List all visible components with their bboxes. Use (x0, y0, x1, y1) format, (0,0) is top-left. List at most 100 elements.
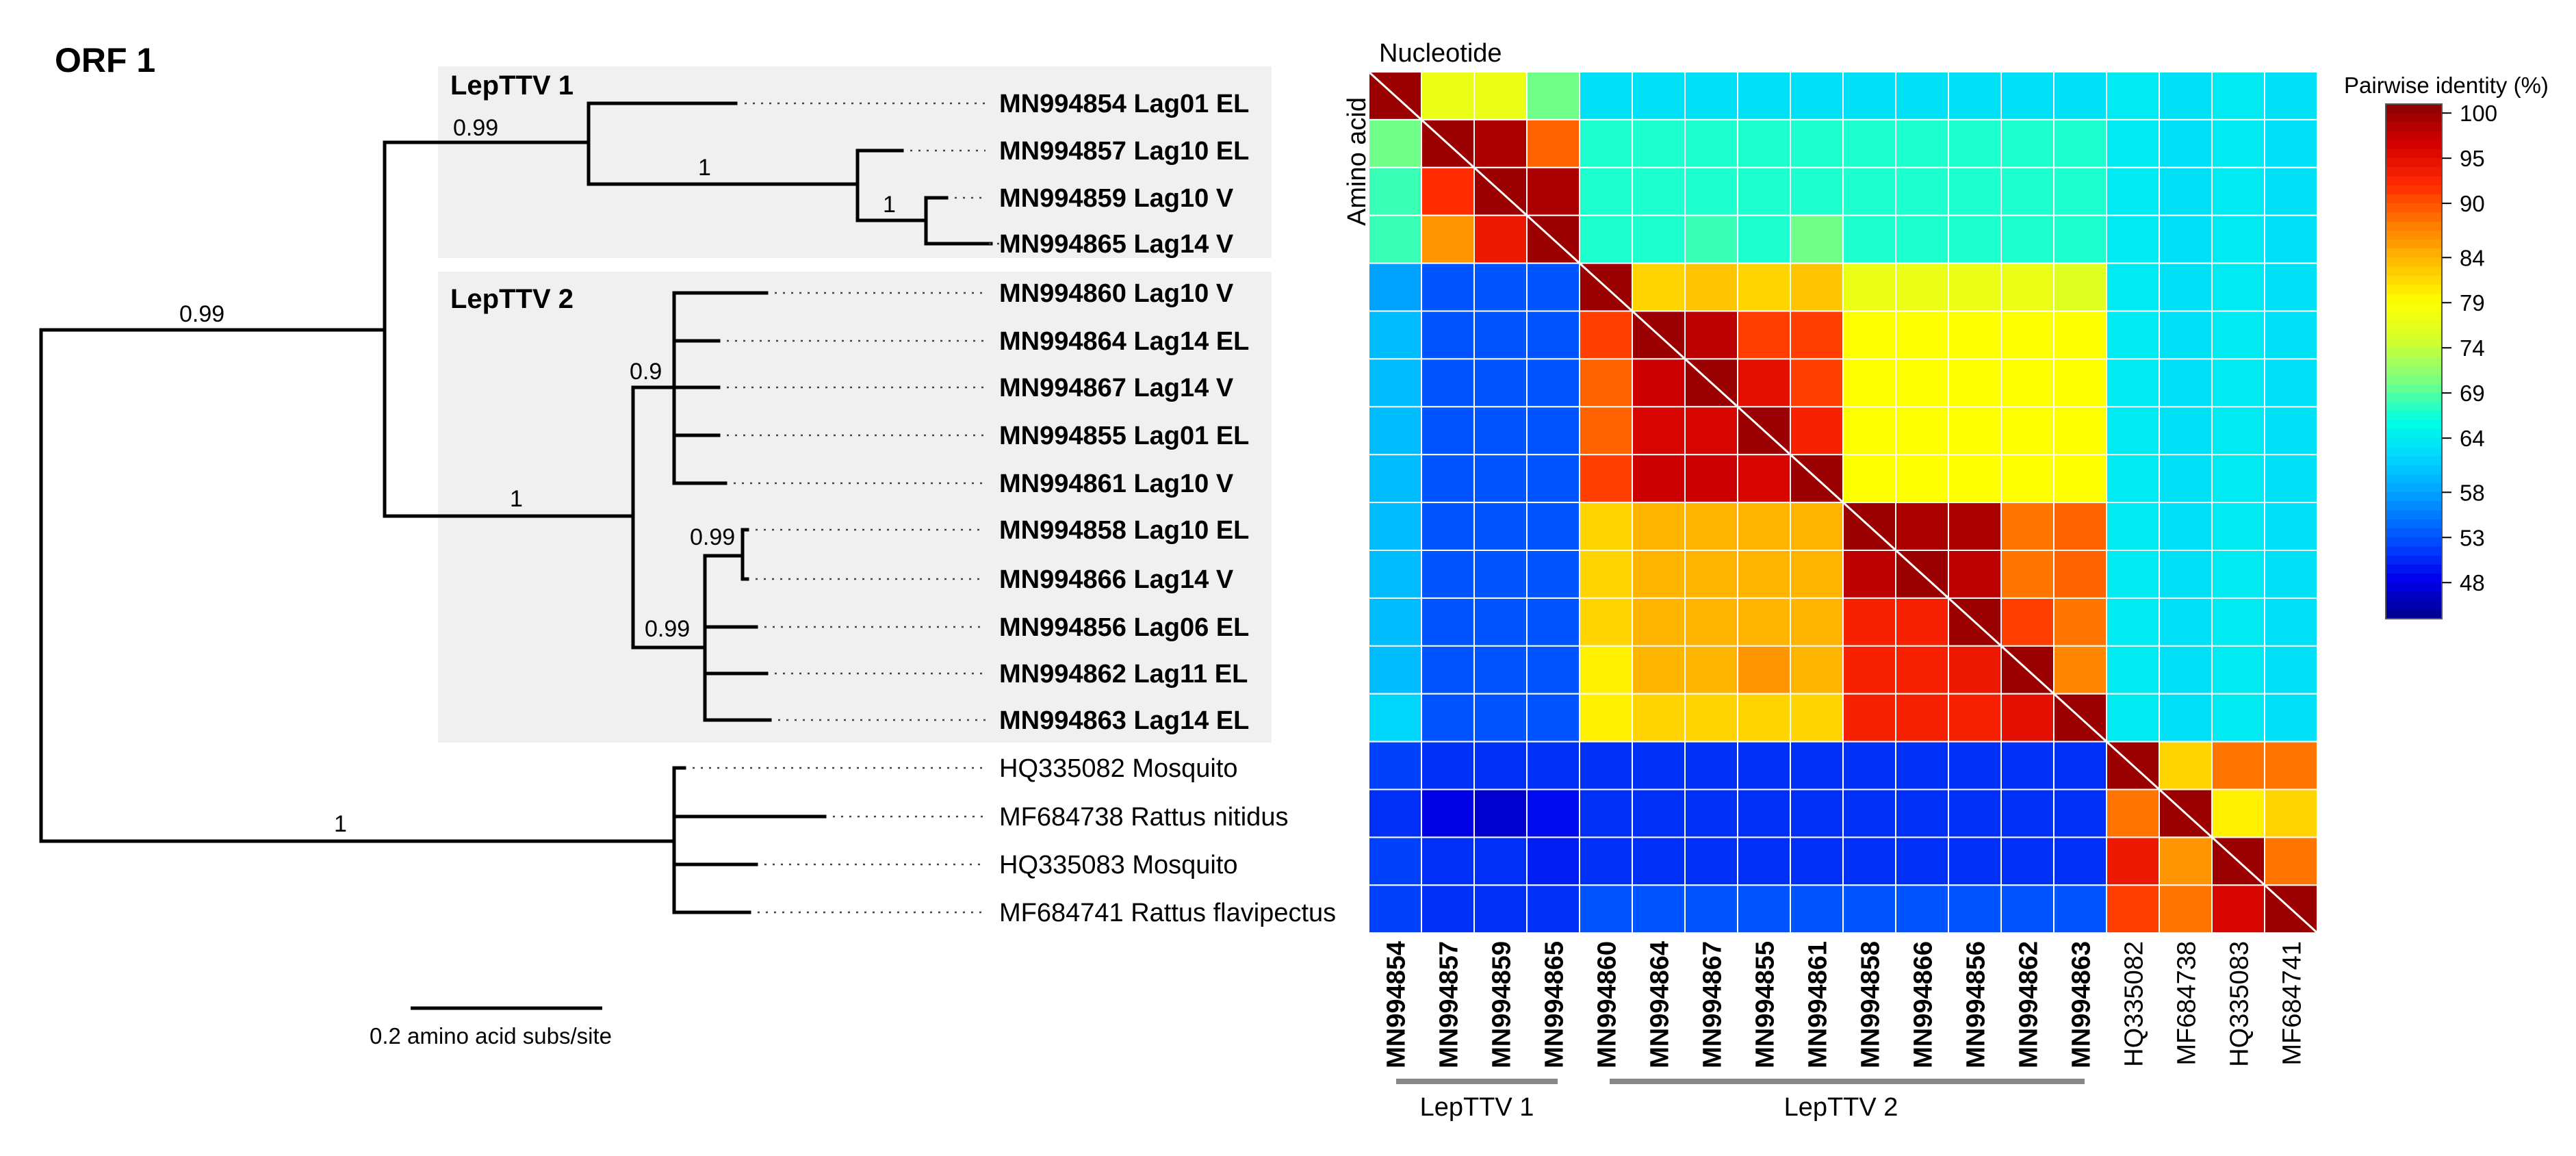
heatmap-cell (1526, 884, 1580, 934)
heatmap-cell (2264, 550, 2318, 599)
heatmap-cell (2159, 358, 2213, 408)
heatmap-column-label: MN994859 (1488, 941, 1517, 1068)
leaf-label: MN994866 Lag14 V (999, 565, 1234, 594)
heatmap-cell (2264, 358, 2318, 408)
colorbar-tick-label: 69 (2460, 381, 2485, 406)
heatmap-cell (1368, 118, 1422, 168)
colorbar-segment (2386, 546, 2442, 556)
heatmap-cell (1368, 166, 1422, 216)
leaf-label: HQ335082 Mosquito (999, 754, 1238, 783)
colorbar-tick-label: 74 (2460, 335, 2485, 361)
heatmap-cell (1368, 502, 1422, 551)
heatmap-cell (1421, 214, 1475, 264)
heatmap-cell (1632, 884, 1686, 934)
heatmap-cell (1737, 502, 1791, 551)
colorbar-tick-label: 48 (2460, 570, 2485, 595)
support-values: 0.99 1 1 0.99 0.9 1 0.99 0.99 1 (179, 115, 896, 837)
heatmap-cell (2264, 71, 2318, 120)
heatmap-cell (1790, 645, 1844, 695)
heatmap-cell (2211, 310, 2265, 360)
heatmap-cell (1842, 358, 1896, 408)
heatmap-cell (1842, 550, 1896, 599)
heatmap-cell (1895, 71, 1949, 120)
colorbar-segment (2386, 167, 2442, 177)
heatmap-cell (1737, 262, 1791, 312)
heatmap-cell (1684, 118, 1738, 168)
leaf-label: MN994861 Lag10 V (999, 470, 1234, 498)
heatmap-cell (1526, 741, 1580, 791)
colorbar-segment (2386, 357, 2442, 367)
heatmap-column-label: MN994867 (1699, 941, 1727, 1068)
heatmap-cell (1684, 788, 1738, 838)
heatmap-cell (2000, 693, 2055, 743)
heatmap-cell (1948, 836, 2002, 886)
heatmap-cell (1790, 71, 1844, 120)
panel-title: ORF 1 (55, 41, 155, 79)
heatmap-cell (1684, 406, 1738, 456)
heatmap-cell (2211, 788, 2265, 838)
heatmap-cell (2106, 550, 2160, 599)
heatmap-cell (1895, 597, 1949, 647)
heatmap-cell (1842, 118, 1896, 168)
heatmap-cell (2000, 502, 2055, 551)
heatmap-cell (1579, 214, 1633, 264)
colorbar-segment (2386, 438, 2442, 448)
heatmap-cell (1948, 741, 2002, 791)
heatmap-cell (2159, 836, 2213, 886)
heatmap-cell (1632, 454, 1686, 504)
colorbar-segment (2386, 284, 2442, 294)
heatmap-cell (2264, 454, 2318, 504)
colorbar-ticks: 100 95 90 84 79 74 69 64 58 53 48 (2442, 101, 2497, 595)
heatmap-cell (2000, 597, 2055, 647)
heatmap-cell (2211, 406, 2265, 456)
heatmap-cell (1737, 310, 1791, 360)
heatmap-cell (2211, 71, 2265, 120)
colorbar-segment (2386, 131, 2442, 141)
heatmap-cell (2159, 118, 2213, 168)
heatmap-cell (1473, 645, 1528, 695)
heatmap-cell (1368, 214, 1422, 264)
leaf-labels: MN994854 Lag01 EL MN994857 Lag10 EL MN99… (999, 90, 1336, 927)
heatmap-cell (1842, 884, 1896, 934)
heatmap-cell (2264, 406, 2318, 456)
heatmap-cell (2159, 214, 2213, 264)
heatmap-cell (1579, 358, 1633, 408)
heatmap-cell (1895, 406, 1949, 456)
heatmap-cell (1368, 597, 1422, 647)
heatmap-cell (2106, 454, 2160, 504)
heatmap-cell (2000, 788, 2055, 838)
heatmap-cell (1579, 884, 1633, 934)
heatmap-cell (1421, 550, 1475, 599)
heatmap-cell (1632, 262, 1686, 312)
heatmap-cell (1473, 454, 1528, 504)
heatmap-cell (2053, 645, 2107, 695)
heatmap-column-label: MN994862 (2015, 941, 2044, 1068)
heatmap-cell (1579, 310, 1633, 360)
heatmap-cell (2000, 884, 2055, 934)
heatmap-top-label: Nucleotide (1379, 39, 1502, 68)
heatmap-cell (1632, 693, 1686, 743)
heatmap-cell (1684, 454, 1738, 504)
heatmap-cell (1895, 693, 1949, 743)
tree-branches (39, 101, 993, 914)
leaf-label: MN994858 Lag10 EL (999, 516, 1249, 545)
colorbar-title: Pairwise identity (%) (2344, 73, 2549, 98)
leaf-label: MF684741 Rattus flavipectus (999, 899, 1336, 927)
heatmap-cell (2211, 550, 2265, 599)
heatmap-cell (1684, 502, 1738, 551)
colorbar-segment (2386, 537, 2442, 548)
colorbar-segment (2386, 591, 2442, 602)
heatmap-column-label: HQ335082 (2120, 941, 2149, 1067)
heatmap-cell (1368, 310, 1422, 360)
heatmap-cell (1579, 550, 1633, 599)
leaf-label: MN994863 Lag14 EL (999, 706, 1249, 735)
heatmap-cell (1737, 884, 1791, 934)
colorbar-segment (2386, 374, 2442, 385)
heatmap-cell (2264, 262, 2318, 312)
heatmap-cell (1579, 166, 1633, 216)
colorbar-segment (2386, 221, 2442, 231)
heatmap-cell (1948, 502, 2002, 551)
leaf-label: MF684738 Rattus nitidus (999, 803, 1288, 832)
colorbar-segment (2386, 474, 2442, 484)
heatmap-column-label: MN994864 (1646, 941, 1675, 1068)
